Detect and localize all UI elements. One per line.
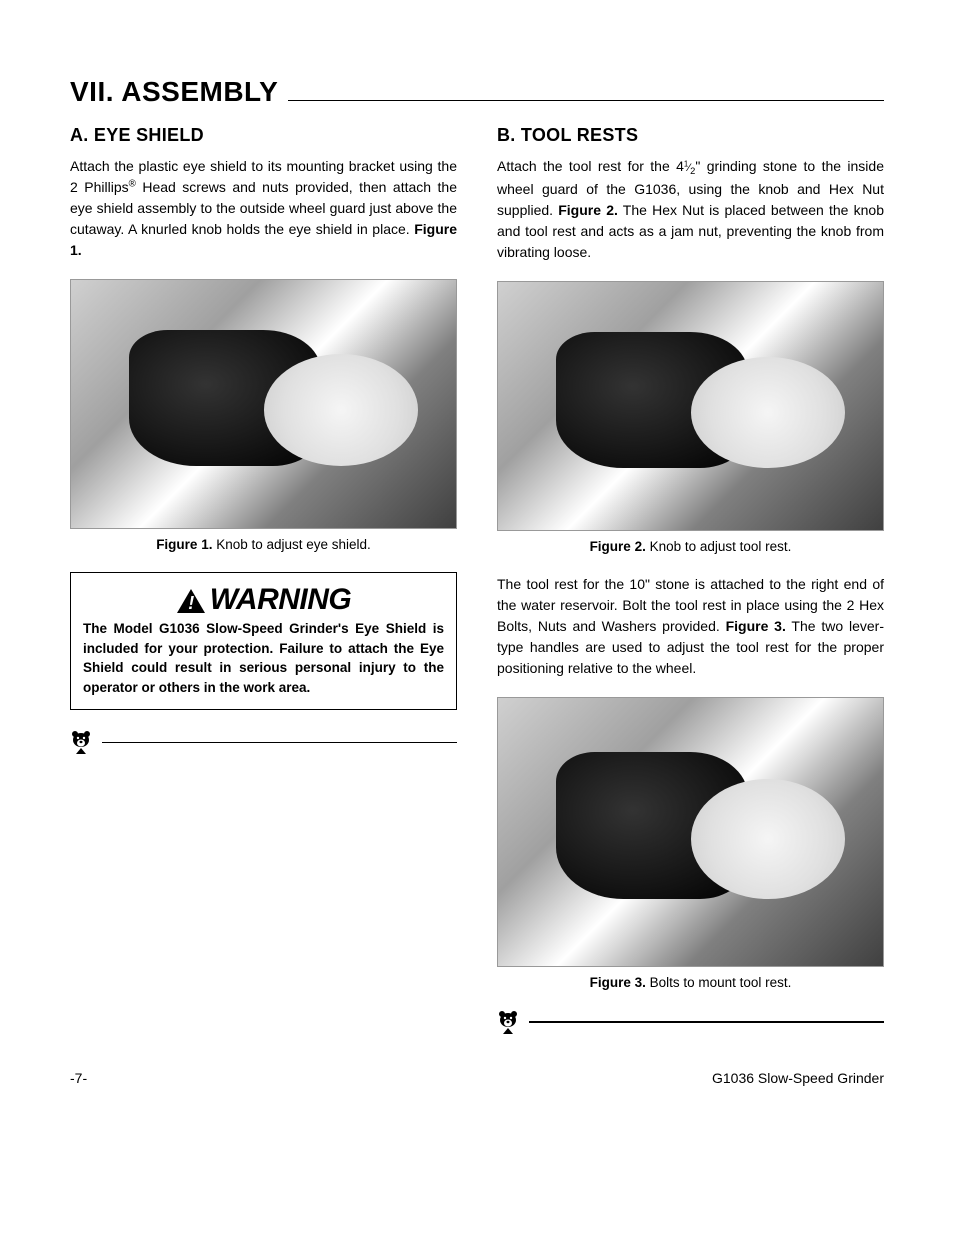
figure-2-image <box>497 281 884 531</box>
section-heading-rule: VII. ASSEMBLY <box>70 68 884 101</box>
left-column: A. EYE SHIELD Attach the plastic eye shi… <box>70 125 457 1040</box>
figure-description: Knob to adjust eye shield. <box>212 537 370 552</box>
warning-title: ! WARNING <box>83 583 444 617</box>
text-span: Attach the tool rest for the 4 <box>497 158 684 174</box>
figure-label: Figure 2. <box>590 539 646 554</box>
figure-1-caption: Figure 1. Knob to adjust eye shield. <box>70 537 457 552</box>
page-footer: -7- G1036 Slow-Speed Grinder <box>70 1070 884 1086</box>
warning-box: ! WARNING The Model G1036 Slow-Speed Gri… <box>70 572 457 710</box>
tool-rests-paragraph-2: The tool rest for the 10" stone is attac… <box>497 574 884 679</box>
section-heading: VII. ASSEMBLY <box>70 76 288 108</box>
figure-label: Figure 1. <box>156 537 212 552</box>
bear-icon <box>497 1010 519 1034</box>
figure-2-caption: Figure 2. Knob to adjust tool rest. <box>497 539 884 554</box>
section-number: VII. <box>70 76 114 107</box>
warning-triangle-icon: ! <box>176 588 206 614</box>
tool-rests-paragraph-1: Attach the tool rest for the 41⁄2" grind… <box>497 156 884 263</box>
svg-text:!: ! <box>188 593 194 613</box>
section-end-rule <box>497 1010 884 1034</box>
page-number: -7- <box>70 1070 87 1086</box>
warning-label: WARNING <box>210 583 352 616</box>
fraction: 1⁄2 <box>684 162 695 174</box>
section-title: ASSEMBLY <box>121 76 278 107</box>
eye-shield-paragraph: Attach the plastic eye shield to its mou… <box>70 156 457 261</box>
figure-label: Figure 3. <box>590 975 646 990</box>
registered-mark: ® <box>129 178 136 189</box>
bear-icon <box>70 730 92 754</box>
figure-3-image <box>497 697 884 967</box>
right-column: B. TOOL RESTS Attach the tool rest for t… <box>497 125 884 1040</box>
figure-reference: Figure 2. <box>558 202 618 218</box>
document-title: G1036 Slow-Speed Grinder <box>712 1070 884 1086</box>
figure-3-caption: Figure 3. Bolts to mount tool rest. <box>497 975 884 990</box>
figure-reference: Figure 3. <box>726 618 786 634</box>
rule-line <box>529 1021 884 1023</box>
section-end-rule <box>70 730 457 754</box>
subheading-eye-shield: A. EYE SHIELD <box>70 125 457 146</box>
subheading-tool-rests: B. TOOL RESTS <box>497 125 884 146</box>
warning-body-text: The Model G1036 Slow-Speed Grinder's Eye… <box>83 619 444 697</box>
figure-description: Bolts to mount tool rest. <box>646 975 792 990</box>
figure-description: Knob to adjust tool rest. <box>646 539 792 554</box>
two-column-layout: A. EYE SHIELD Attach the plastic eye shi… <box>70 125 884 1040</box>
rule-line <box>102 742 457 744</box>
fraction-numerator: 1 <box>684 159 688 168</box>
figure-1-image <box>70 279 457 529</box>
